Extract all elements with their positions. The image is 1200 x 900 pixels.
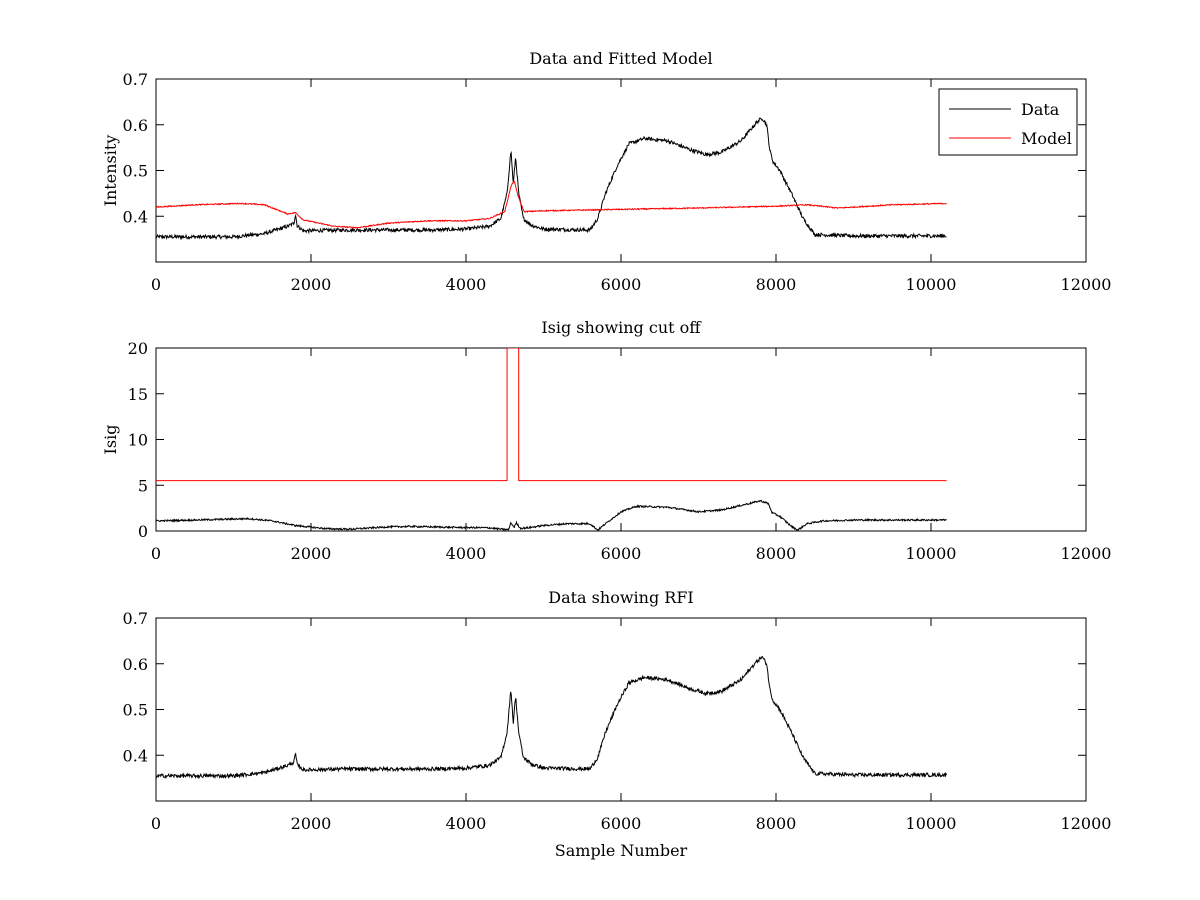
x-tick-label: 12000: [1061, 275, 1112, 294]
chart-panel-3: [155, 617, 1087, 802]
x-tick-label: 12000: [1061, 544, 1112, 563]
x-tick-label: 10000: [906, 275, 957, 294]
y-tick-label: 15: [128, 385, 148, 404]
x-tick-label: 12000: [1061, 814, 1112, 833]
y-tick-label: 0.5: [123, 162, 148, 181]
chart-panel-1: Data Model: [155, 78, 1087, 263]
y-tick-label: 0.4: [123, 207, 148, 226]
x-tick-label: 10000: [906, 814, 957, 833]
y-tick-label: 0.5: [123, 701, 148, 720]
x-tick-label: 2000: [291, 275, 332, 294]
x-tick-label: 2000: [291, 544, 332, 563]
y-tick-label: 20: [128, 339, 148, 358]
plot-area: [155, 617, 1087, 802]
x-tick-label: 8000: [756, 544, 797, 563]
y-tick-label: 0.7: [123, 609, 148, 628]
y-tick-label: 5: [138, 476, 148, 495]
legend-label: Model: [1021, 129, 1072, 148]
series-line-data: [156, 117, 947, 241]
x-tick-label: 6000: [601, 275, 642, 294]
x-axis-label: Sample Number: [555, 841, 688, 860]
legend-box: [938, 88, 1078, 156]
x-tick-label: 0: [151, 275, 161, 294]
x-tick-label: 4000: [446, 544, 487, 563]
x-tick-label: 10000: [906, 544, 957, 563]
y-tick-label: 0.6: [123, 655, 148, 674]
legend-label: Data: [1021, 100, 1060, 119]
x-tick-label: 6000: [601, 544, 642, 563]
chart-panel-2: [155, 347, 1087, 532]
x-tick-label: 4000: [446, 275, 487, 294]
y-tick-label: 0.6: [123, 116, 148, 135]
x-tick-label: 2000: [291, 814, 332, 833]
plot-area: [155, 347, 1087, 532]
series-line-1: [156, 656, 947, 780]
y-axis-label: Isig: [101, 425, 120, 455]
chart-title: Data and Fitted Model: [529, 49, 712, 68]
y-tick-label: 10: [128, 431, 148, 450]
series-line-2: [156, 348, 947, 482]
series-line-model: [156, 180, 947, 229]
y-tick-label: 0: [138, 522, 148, 541]
x-tick-label: 8000: [756, 275, 797, 294]
x-tick-label: 8000: [756, 814, 797, 833]
x-tick-label: 0: [151, 814, 161, 833]
chart-title: Isig showing cut off: [541, 318, 702, 337]
x-tick-label: 0: [151, 544, 161, 563]
y-tick-label: 0.4: [123, 746, 148, 765]
y-tick-label: 0.7: [123, 70, 148, 89]
y-axis-label: Intensity: [101, 135, 120, 207]
x-tick-label: 6000: [601, 814, 642, 833]
series-line-1: [156, 499, 947, 531]
x-tick-label: 4000: [446, 814, 487, 833]
legend: Data Model: [938, 88, 1078, 156]
chart-title: Data showing RFI: [548, 588, 693, 607]
